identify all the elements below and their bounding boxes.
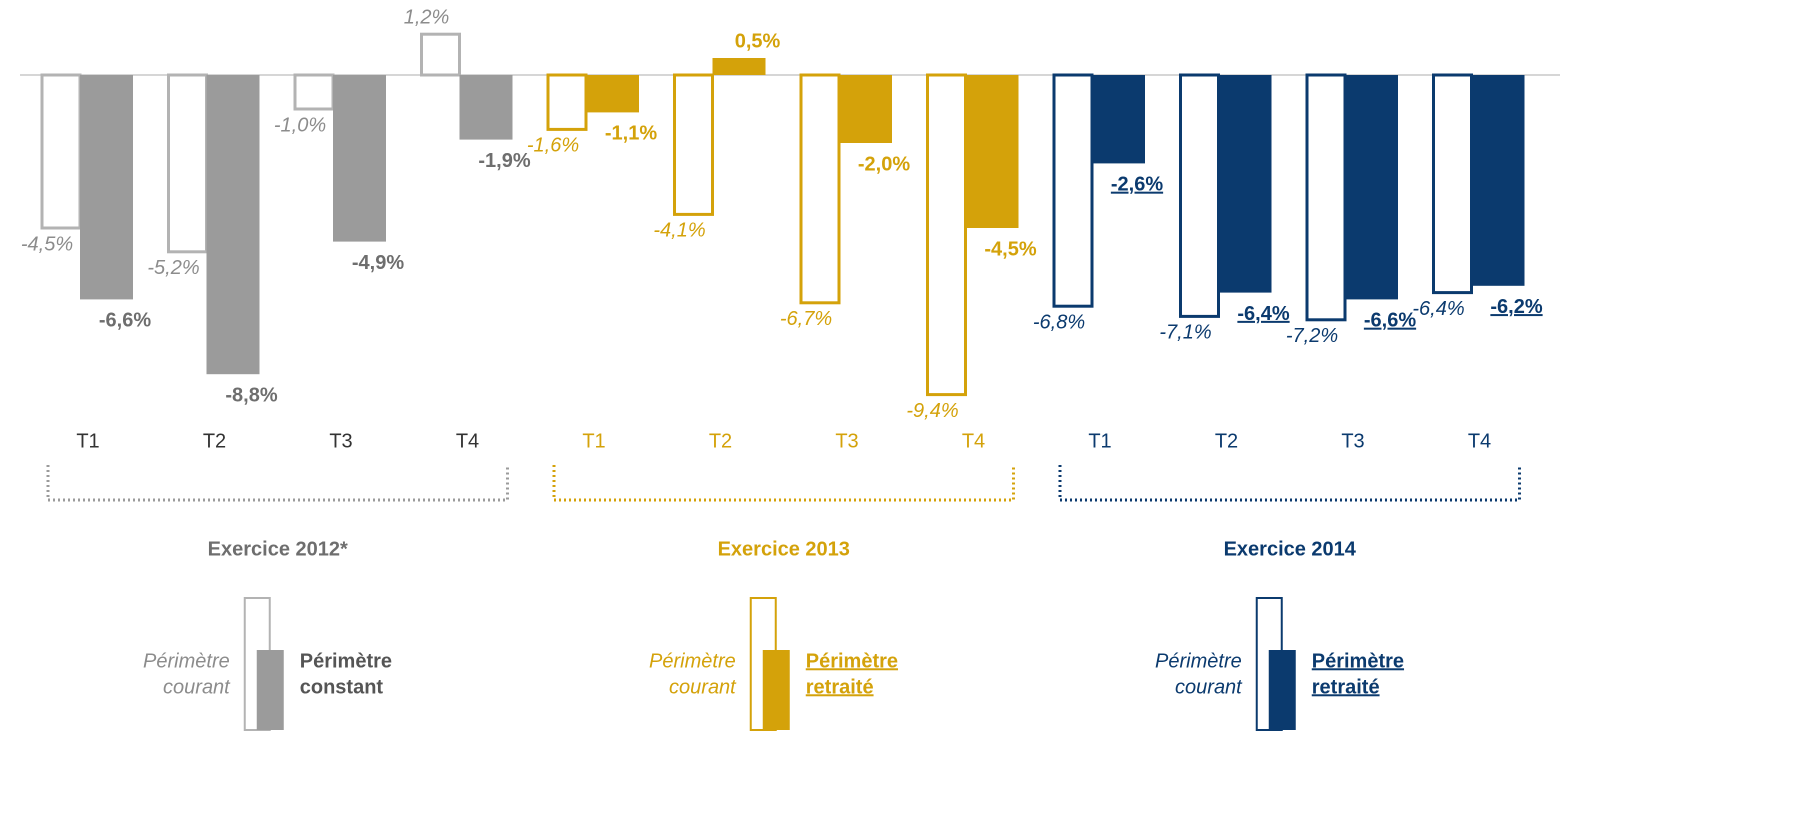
value-label: -7,2% [1286, 325, 1338, 347]
period-title: Exercice 2014 [1224, 538, 1357, 560]
bar [1432, 73, 1473, 295]
legend-label: courant [1175, 676, 1243, 698]
bar [712, 58, 766, 75]
value-label: -4,5% [21, 233, 73, 255]
value-label: -4,9% [352, 252, 404, 274]
bar [459, 75, 513, 140]
value-label: -2,0% [858, 153, 910, 175]
value-label: -6,2% [1490, 296, 1542, 318]
x-tick-label: T3 [329, 430, 352, 452]
bar [839, 75, 892, 143]
x-tick-label: T1 [1088, 430, 1111, 452]
bar [80, 75, 133, 300]
bar [293, 73, 335, 111]
period-bracket [1058, 465, 1521, 502]
value-label: -8,8% [225, 384, 277, 406]
x-tick-label: T1 [582, 430, 605, 452]
bar [206, 75, 260, 375]
value-label: -1,6% [527, 135, 579, 157]
value-label: -7,1% [1159, 322, 1211, 344]
bar [1471, 75, 1525, 286]
legend-label: Périmètre [1155, 650, 1242, 672]
value-label: -6,8% [1033, 311, 1085, 333]
bar [40, 73, 82, 230]
x-tick-label: T2 [709, 430, 732, 452]
x-tick-label: T3 [835, 430, 858, 452]
bar [1218, 75, 1272, 293]
x-tick-label: T2 [203, 430, 226, 452]
value-label: -4,1% [653, 220, 705, 242]
legend-label: Périmètre [649, 650, 736, 672]
value-label: -4,5% [984, 238, 1036, 260]
legend-label: Périmètre [1312, 650, 1404, 672]
legend-label: Périmètre [806, 650, 898, 672]
bar [167, 73, 208, 254]
bar [586, 75, 639, 113]
value-label: 1,2% [404, 6, 450, 28]
period-title: Exercice 2012* [208, 538, 348, 560]
bar [1179, 73, 1220, 318]
bar [1305, 73, 1347, 322]
value-label: -6,6% [99, 310, 151, 332]
bar [420, 32, 461, 77]
legend-label: retraité [1312, 676, 1380, 698]
value-label: -6,7% [780, 308, 832, 330]
period-bracket [552, 465, 1015, 502]
legend-swatch [1268, 650, 1296, 730]
value-label: -1,1% [605, 123, 657, 145]
period-title: Exercice 2013 [718, 538, 850, 560]
x-tick-label: T4 [962, 430, 985, 452]
period-bracket [46, 465, 509, 502]
bar [673, 73, 714, 216]
bar [1092, 75, 1145, 164]
bar [965, 75, 1019, 228]
value-label: -5,2% [147, 257, 199, 279]
bar [1052, 73, 1094, 308]
legend-swatch [762, 650, 790, 730]
legend-label: courant [163, 676, 231, 698]
legend-swatch [256, 650, 284, 730]
legend-label: Périmètre [143, 650, 230, 672]
value-label: -2,6% [1111, 174, 1163, 196]
bar [1345, 75, 1398, 300]
legend-label: Périmètre [300, 650, 392, 672]
bar [546, 73, 588, 131]
legend-label: courant [669, 676, 737, 698]
value-label: -1,9% [478, 150, 530, 172]
legend-label: constant [300, 676, 384, 698]
value-label: -6,4% [1412, 298, 1464, 320]
x-tick-label: T2 [1215, 430, 1238, 452]
value-label: -1,0% [274, 114, 326, 136]
x-tick-label: T4 [1468, 430, 1491, 452]
bar [333, 75, 386, 242]
value-label: 0,5% [735, 30, 781, 52]
bar [799, 73, 841, 305]
value-label: -9,4% [906, 400, 958, 422]
x-tick-label: T1 [76, 430, 99, 452]
value-label: -6,6% [1364, 310, 1416, 332]
bar [926, 73, 967, 397]
x-tick-label: T4 [456, 430, 479, 452]
legend-label: retraité [806, 676, 874, 698]
x-tick-label: T3 [1341, 430, 1364, 452]
value-label: -6,4% [1237, 303, 1289, 325]
